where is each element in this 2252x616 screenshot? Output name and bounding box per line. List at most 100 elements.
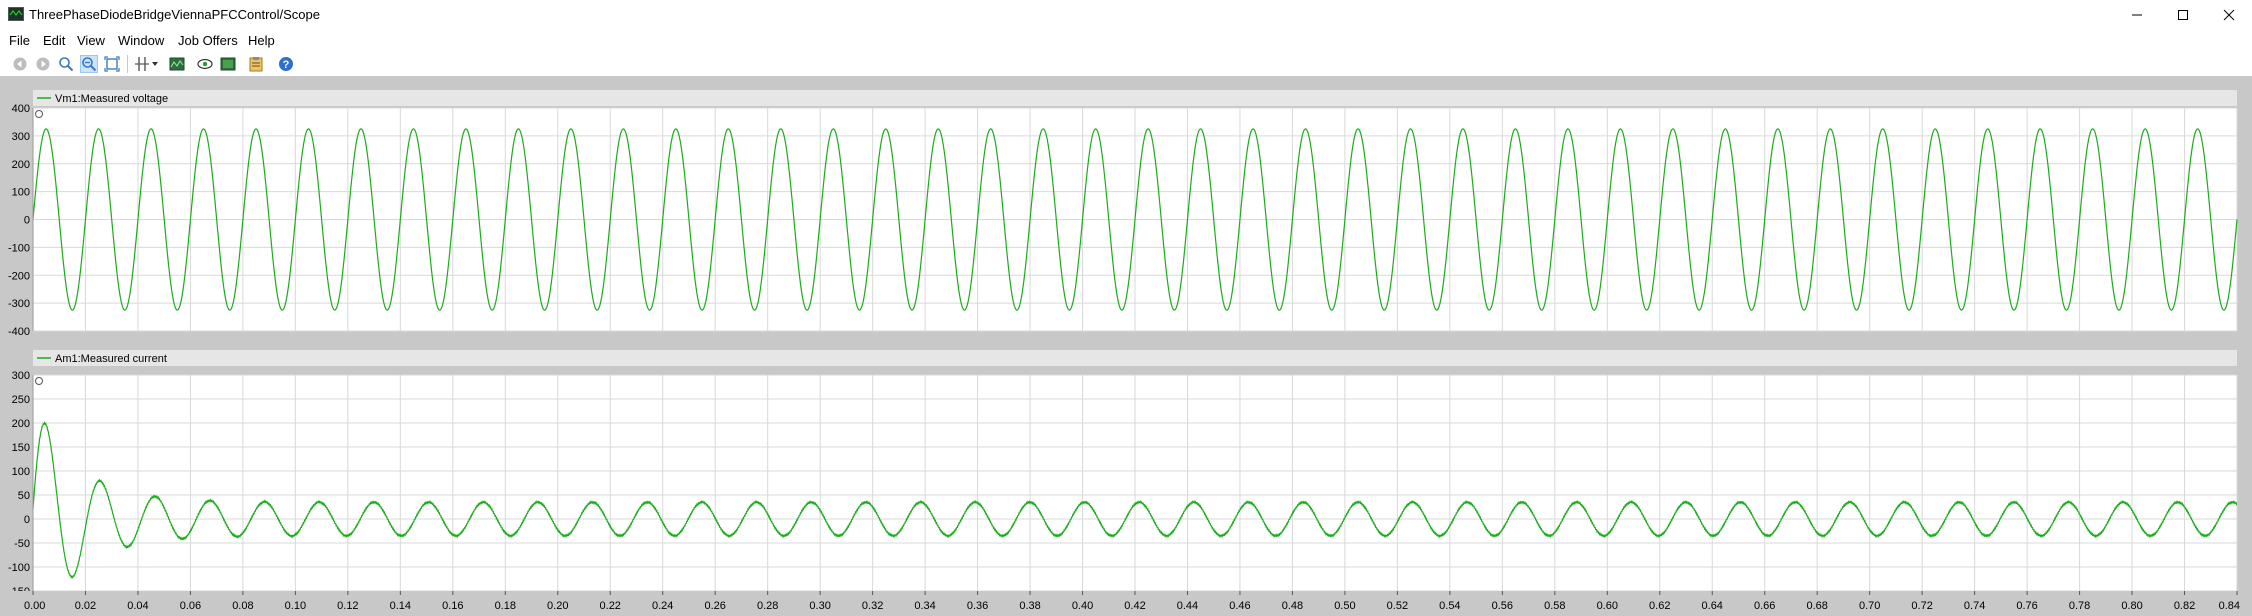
- x-tick-label: 0.18: [495, 600, 516, 612]
- menu-edit[interactable]: Edit: [43, 33, 66, 48]
- voltage-y-tick-label: -400: [8, 326, 30, 338]
- current-trace: [32, 421, 2238, 580]
- menu-file[interactable]: File: [9, 33, 30, 48]
- voltage-y-tick-label: -200: [8, 270, 30, 282]
- x-tick-label: 0.12: [337, 600, 358, 612]
- x-tick-label: 0.44: [1177, 600, 1198, 612]
- x-tick-label: 0.50: [1334, 600, 1355, 612]
- x-tick-label: 0.00: [24, 600, 45, 612]
- zoom-x-button[interactable]: [80, 55, 98, 73]
- x-tick-label: 0.78: [2069, 600, 2090, 612]
- x-tick-label: 0.10: [285, 600, 306, 612]
- voltage-y-tick-label: 100: [12, 187, 30, 199]
- menu-bar: File Edit View Window Job Offers Help: [0, 30, 2252, 52]
- x-tick-label: 0.48: [1282, 600, 1303, 612]
- x-tick-label: 0.54: [1439, 600, 1460, 612]
- app-icon: [8, 7, 24, 21]
- x-axis: 0.00 0.02 0.04 0.06 0.08 0.10 0.12 0.14 0.16 0.18…: [0, 591, 2252, 616]
- x-tick-label: 0.16: [442, 600, 463, 612]
- minimize-button[interactable]: [2114, 0, 2160, 30]
- title-bar: ThreePhaseDiodeBridgeViennaPFCControl/Sc…: [0, 0, 2252, 30]
- current-y-tick-label: 0: [24, 514, 30, 526]
- x-tick-label: 0.26: [704, 600, 725, 612]
- compare-icon: [220, 57, 236, 71]
- signal-hilite-button[interactable]: [196, 55, 214, 73]
- current-y-tick-label: -100: [8, 562, 30, 574]
- current-y-tick-label: 300: [12, 370, 30, 382]
- x-tick-label: 0.14: [390, 600, 411, 612]
- x-tick-label: 0.66: [1754, 600, 1775, 612]
- voltage-y-tick-label: -300: [8, 298, 30, 310]
- menu-help[interactable]: Help: [248, 33, 275, 48]
- cursor-dropdown-button[interactable]: [150, 55, 160, 73]
- x-tick-label: 0.84: [2219, 600, 2240, 612]
- voltage-y-tick-label: 200: [12, 159, 30, 171]
- bottom-legend-bar: [33, 350, 2237, 366]
- forward-button[interactable]: [34, 55, 52, 73]
- voltage-trace: [32, 128, 2238, 311]
- fit-to-view-icon: [104, 56, 120, 72]
- zoom-icon: [59, 57, 74, 72]
- x-tick-label: 0.82: [2174, 600, 2195, 612]
- bottom-legend-label: Am1:Measured current: [55, 353, 167, 365]
- menu-view[interactable]: View: [77, 33, 105, 48]
- help-icon: ?: [279, 57, 293, 71]
- close-icon: [2223, 9, 2235, 21]
- signal-hilite-icon: [197, 58, 213, 70]
- forward-icon: [36, 57, 50, 71]
- voltage-y-tick-label: 300: [12, 131, 30, 143]
- x-tick-label: 0.74: [1964, 600, 1985, 612]
- scope-area: Vm1:Measured voltage 400 300 200 100 0 -100 -2…: [0, 76, 2252, 616]
- x-tick-label: 0.24: [652, 600, 673, 612]
- x-tick-label: 0.52: [1387, 600, 1408, 612]
- x-tick-label: 0.58: [1544, 600, 1565, 612]
- current-y-tick-label: 200: [12, 418, 30, 430]
- x-tick-label: 0.28: [757, 600, 778, 612]
- x-tick-label: 0.04: [127, 600, 148, 612]
- svg-text:?: ?: [283, 59, 290, 71]
- back-button[interactable]: [11, 55, 29, 73]
- x-tick-label: 0.70: [1859, 600, 1880, 612]
- current-y-tick-label: 150: [12, 442, 30, 454]
- x-tick-label: 0.68: [1806, 600, 1827, 612]
- voltage-y-tick-label: 0: [24, 215, 30, 227]
- dropdown-arrow-icon: [152, 62, 158, 66]
- x-tick-label: 0.80: [2121, 600, 2142, 612]
- x-tick-label: 0.32: [862, 600, 883, 612]
- current-cursor-marker: [35, 377, 43, 385]
- x-tick-label: 0.46: [1229, 600, 1250, 612]
- x-tick-label: 0.20: [547, 600, 568, 612]
- current-y-tick-label: 100: [12, 466, 30, 478]
- maximize-icon: [2178, 10, 2188, 20]
- cursor-measurement-icon: [135, 57, 149, 71]
- menu-window[interactable]: Window: [118, 33, 165, 48]
- properties-icon: [249, 57, 263, 72]
- menu-job-offers[interactable]: Job Offers: [178, 33, 238, 48]
- compare-button[interactable]: [219, 55, 237, 73]
- x-tick-label: 0.42: [1124, 600, 1145, 612]
- toolbar: ?: [0, 52, 2252, 76]
- current-y-tick-label: -50: [14, 538, 30, 550]
- x-tick-label: 0.22: [600, 600, 621, 612]
- voltage-y-tick-label: 400: [12, 103, 30, 115]
- x-tick-label: 0.38: [1019, 600, 1040, 612]
- x-tick-label: 0.30: [809, 600, 830, 612]
- cursor-measurement-button[interactable]: [133, 55, 151, 73]
- x-tick-label: 0.08: [232, 600, 253, 612]
- x-tick-label: 0.76: [2016, 600, 2037, 612]
- voltage-cursor-icon: [35, 110, 43, 118]
- fit-to-view-button[interactable]: [103, 55, 121, 73]
- maximize-button[interactable]: [2160, 0, 2206, 30]
- data-view-button[interactable]: [168, 55, 186, 73]
- x-tick-label: 0.34: [914, 600, 935, 612]
- current-y-tick-label: 50: [18, 490, 30, 502]
- zoom-button[interactable]: [57, 55, 75, 73]
- help-button[interactable]: ?: [277, 55, 295, 73]
- window-title: ThreePhaseDiodeBridgeViennaPFCControl/Sc…: [29, 7, 320, 22]
- x-axis-band: [0, 591, 2252, 616]
- x-tick-label: 0.06: [180, 600, 201, 612]
- close-button[interactable]: [2206, 0, 2252, 30]
- x-tick-label: 0.60: [1597, 600, 1618, 612]
- properties-button[interactable]: [247, 55, 265, 73]
